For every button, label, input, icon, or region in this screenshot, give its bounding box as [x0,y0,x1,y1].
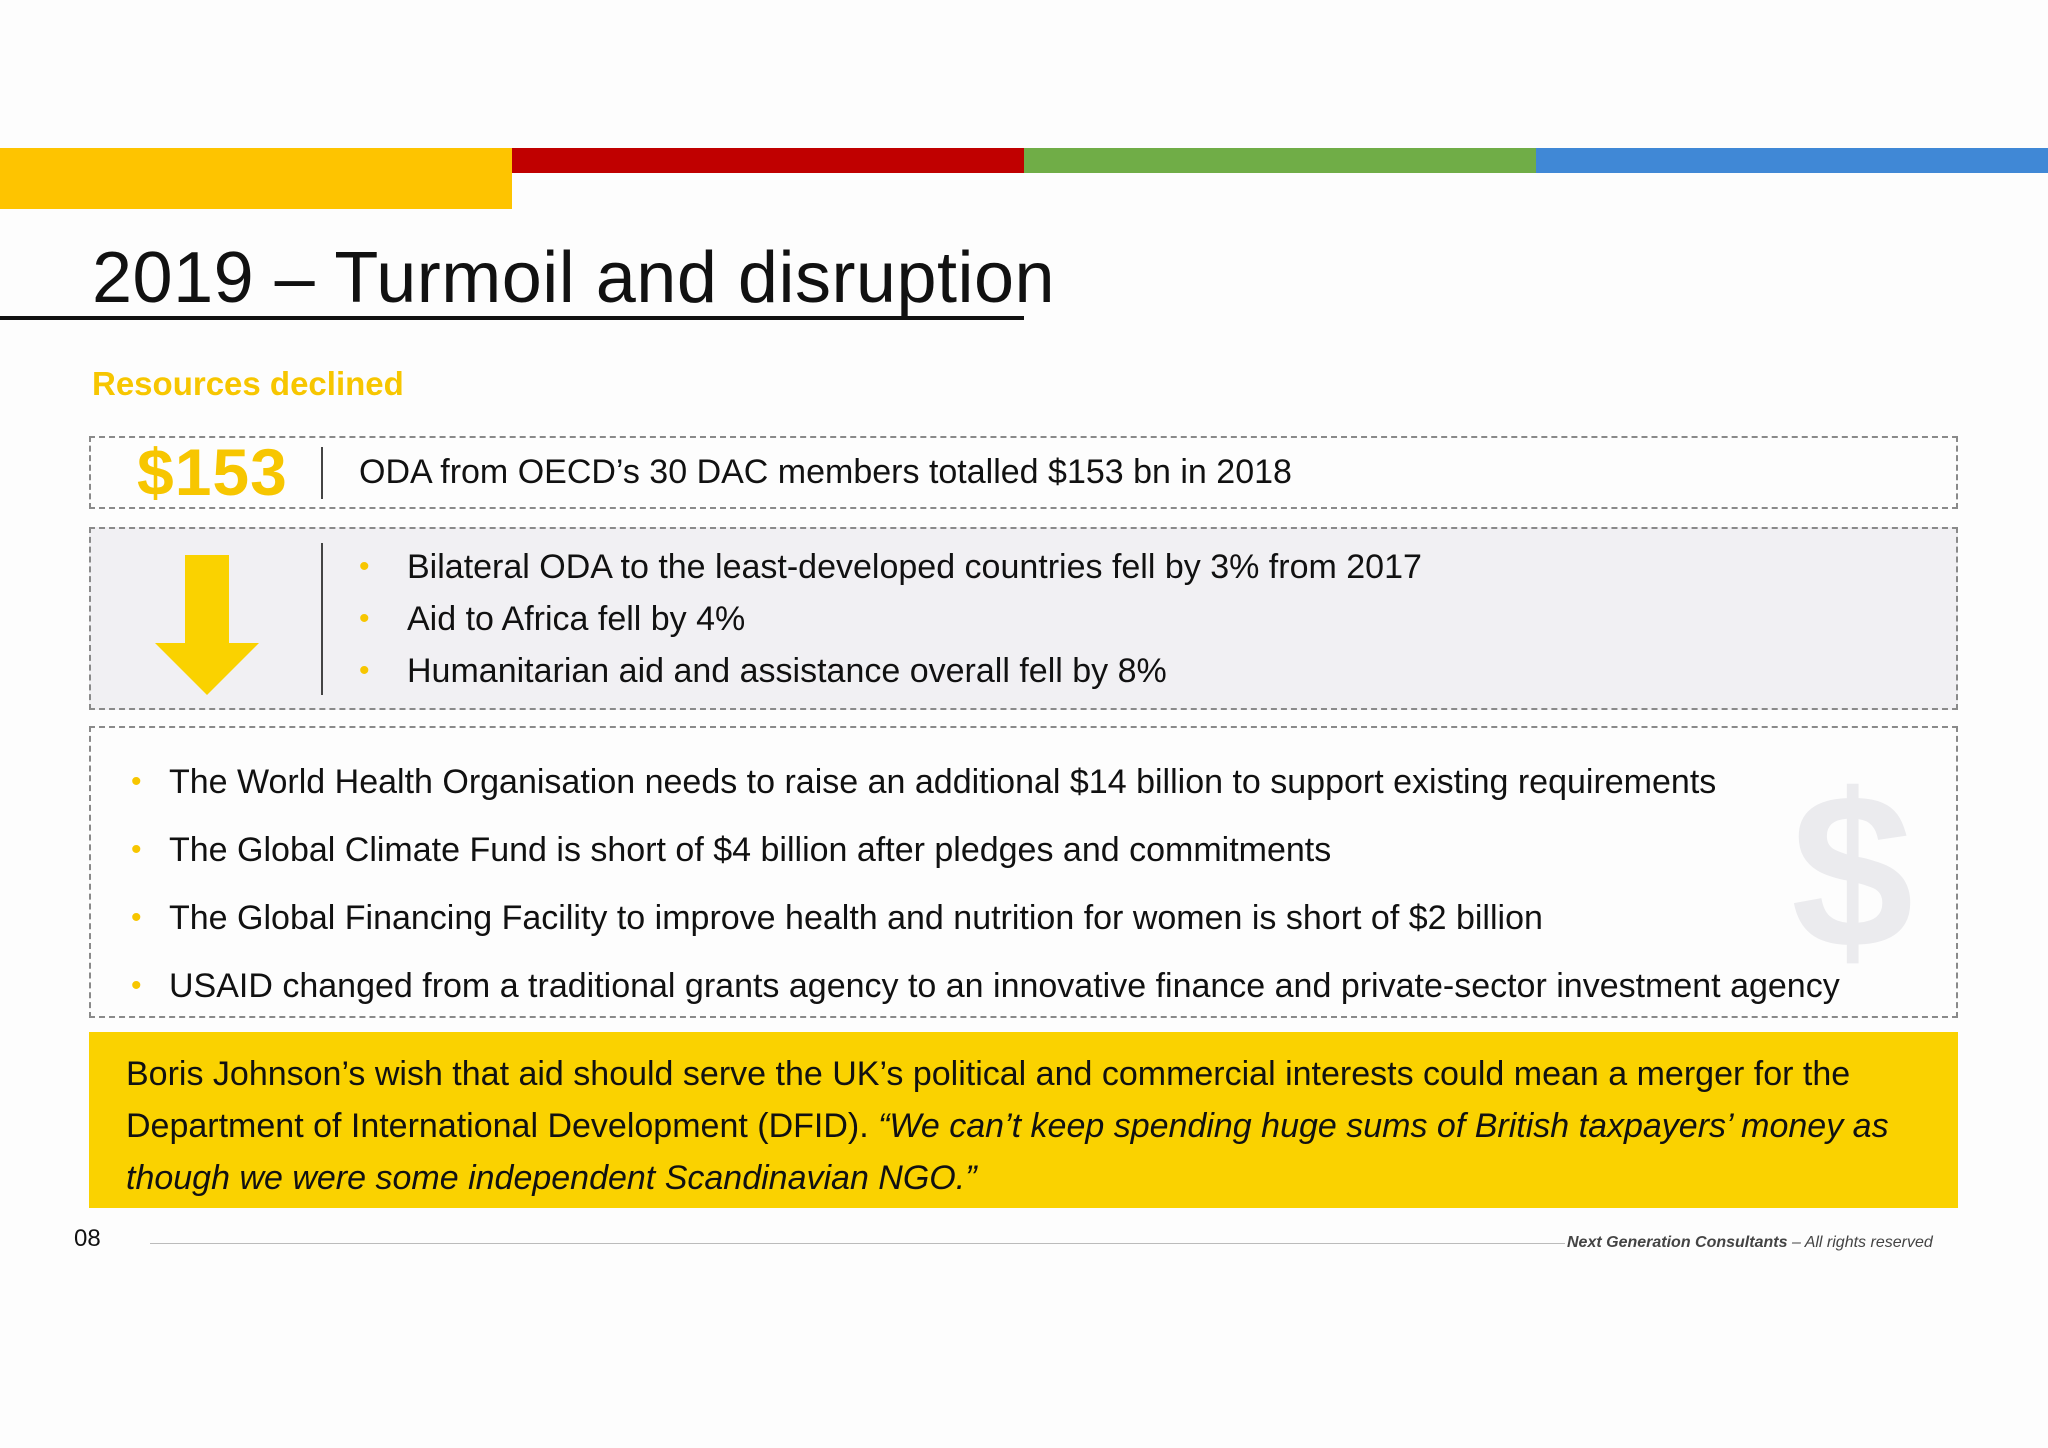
header-bar-yellow [0,148,512,209]
header-bar-red [512,148,1024,173]
list-item-text: The World Health Organisation needs to r… [169,763,1717,801]
bullet-icon: • [359,654,370,687]
shortfalls-box: $ • The World Health Organisation needs t… [89,726,1958,1018]
list-item-text: The Global Climate Fund is short of $4 b… [169,831,1332,869]
down-arrow-icon [155,555,259,695]
list-item: • The Global Financing Facility to improv… [131,884,1840,952]
page-number: 08 [74,1225,101,1252]
list-item-text: USAID changed from a traditional grants … [169,967,1840,1005]
bullet-icon: • [131,901,142,934]
title-underline [0,316,1024,320]
bullet-icon: • [359,550,370,583]
shortfalls-list: • The World Health Organisation needs to … [131,748,1840,1020]
rights-text: – All rights reserved [1791,1234,1933,1251]
list-item-text: The Global Financing Facility to improve… [169,899,1543,937]
bullet-icon: • [131,969,142,1002]
bullet-icon: • [359,602,370,635]
stat-divider [321,447,323,499]
list-item: • Aid to Africa fell by 4% [359,593,1422,645]
callout-quote: “We can’t keep spending huge sums of Bri… [126,1107,1889,1197]
section-subtitle: Resources declined [92,365,404,402]
page-title: 2019 – Turmoil and disruption [92,238,1056,318]
list-item: • Humanitarian aid and assistance overall… [359,645,1422,697]
stat-value: $153 [137,435,288,509]
list-item-text: Bilateral ODA to the least-developed cou… [407,548,1422,586]
list-item-text: Humanitarian aid and assistance overall … [407,652,1167,690]
list-item: • USAID changed from a traditional grants… [131,952,1840,1020]
stat-box: $153 ODA from OECD’s 30 DAC members tota… [89,436,1958,509]
dollar-watermark-icon: $ [1791,748,1914,994]
footer-divider [150,1243,1565,1244]
bullet-icon: • [131,765,142,798]
declines-divider [321,543,323,695]
declines-box: • Bilateral ODA to the least-developed co… [89,527,1958,710]
list-item: • The World Health Organisation needs to … [131,748,1840,816]
declines-list: • Bilateral ODA to the least-developed co… [359,541,1422,697]
list-item: • Bilateral ODA to the least-developed co… [359,541,1422,593]
footer-copyright: Next Generation Consultants – All rights… [1567,1230,1933,1256]
callout-text: Boris Johnson’s wish that aid should ser… [126,1055,1851,1145]
header-bar-blue [1536,148,2048,173]
company-name: Next Generation Consultants [1567,1234,1788,1251]
header-bar-green [1024,148,1536,173]
stat-description: ODA from OECD’s 30 DAC members totalled … [359,453,1292,491]
list-item: • The Global Climate Fund is short of $4 … [131,816,1840,884]
bullet-icon: • [131,833,142,866]
list-item-text: Aid to Africa fell by 4% [407,600,746,638]
quote-callout: Boris Johnson’s wish that aid should ser… [89,1032,1958,1208]
